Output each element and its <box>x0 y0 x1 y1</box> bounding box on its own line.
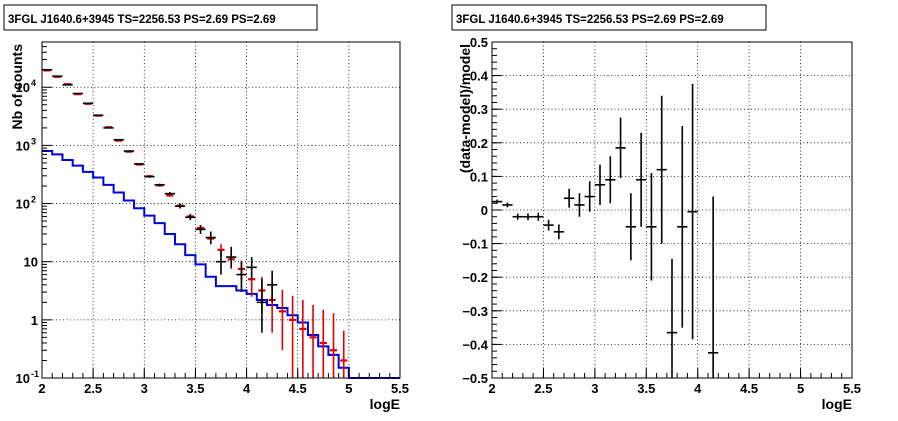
counts-x-tick-label: 5 <box>345 381 352 396</box>
counts-x-tick-label: 2 <box>38 381 45 396</box>
counts-title: 3FGL J1640.6+3945 TS=2256.53 PS=2.69 PS=… <box>8 14 276 26</box>
residuals-x-tick-label: 4.5 <box>740 381 758 396</box>
counts-title-box: 3FGL J1640.6+3945 TS=2256.53 PS=2.69 PS=… <box>3 4 318 31</box>
residuals-y-tick-label: 0.3 <box>470 102 488 117</box>
residuals-x-tick-label: 2.5 <box>534 381 552 396</box>
residuals-y-tick-label: −0.3 <box>462 304 488 319</box>
residuals-x-axis-label: logE <box>822 396 852 412</box>
counts-y-tick-label: 10 <box>16 80 30 95</box>
residuals-x-tick-label: 3.5 <box>637 381 655 396</box>
residuals-y-tick-label: 0 <box>481 203 488 218</box>
residuals-x-tick-label: 5 <box>797 381 804 396</box>
counts-y-tick-label: 1 <box>31 313 38 328</box>
counts-y-tick-label: 10 <box>16 197 30 212</box>
counts-y-tick-label: 10 <box>16 371 30 386</box>
counts-y-tick-exponent: 4 <box>31 78 36 88</box>
counts-x-tick-label: 4 <box>243 381 251 396</box>
residuals-y-tick-label: 0.5 <box>470 35 488 50</box>
residuals-y-tick-label: 0.2 <box>470 136 488 151</box>
counts-x-tick-label: 3.5 <box>186 381 204 396</box>
counts-y-axis-label: Nb of counts <box>9 44 25 130</box>
counts-x-tick-label: 3 <box>141 381 148 396</box>
residuals-grid <box>492 42 852 378</box>
counts-y-tick-label: 10 <box>16 138 30 153</box>
residuals-y-tick-label: −0.5 <box>462 371 488 386</box>
residuals-y-tick-label: −0.2 <box>462 270 488 285</box>
counts-x-axis-label: logE <box>370 396 400 412</box>
counts-y-tick-exponent: -1 <box>31 369 39 379</box>
counts-y-tick-label: 10 <box>24 255 38 270</box>
residuals-x-tick-label: 2 <box>488 381 495 396</box>
counts-x-tick-label: 4.5 <box>289 381 307 396</box>
residuals-y-tick-label: 0.1 <box>470 169 488 184</box>
residuals-y-axis-label: (data-model)/model <box>457 44 473 173</box>
counts-y-tick-exponent: 3 <box>31 136 36 146</box>
residuals-panel: 2 2.5 3 3.5 4 4.5 5 5.5 −0.5 −0.4 −0.3 −0.2 −0.1 0 0.1… <box>451 4 861 412</box>
residuals-y-tick-label: −0.4 <box>462 337 488 352</box>
background-model-histogram <box>42 150 400 379</box>
residuals-marks <box>492 84 719 378</box>
counts-x-tick-label: 5.5 <box>391 381 409 396</box>
residuals-y-tick-label: −0.1 <box>462 237 488 252</box>
residuals-title-box: 3FGL J1640.6+3945 TS=2256.53 PS=2.69 PS=… <box>451 4 767 31</box>
residuals-x-tick-label: 4 <box>694 381 702 396</box>
counts-grid <box>42 42 400 378</box>
counts-plot-frame <box>41 41 401 379</box>
counts-marks <box>42 68 400 379</box>
residuals-x-tick-label: 5.5 <box>843 381 861 396</box>
residuals-title: 3FGL J1640.6+3945 TS=2256.53 PS=2.69 PS=… <box>456 14 724 26</box>
residuals-y-tick-label: 0.4 <box>470 69 489 84</box>
residuals-axes: 2 2.5 3 3.5 4 4.5 5 5.5 −0.5 −0.4 −0.3 −0.2 −0.1 0 0.1… <box>462 35 861 396</box>
residuals-x-tick-label: 3 <box>591 381 598 396</box>
counts-y-tick-exponent: 2 <box>31 195 36 205</box>
counts-x-tick-label: 2.5 <box>84 381 102 396</box>
